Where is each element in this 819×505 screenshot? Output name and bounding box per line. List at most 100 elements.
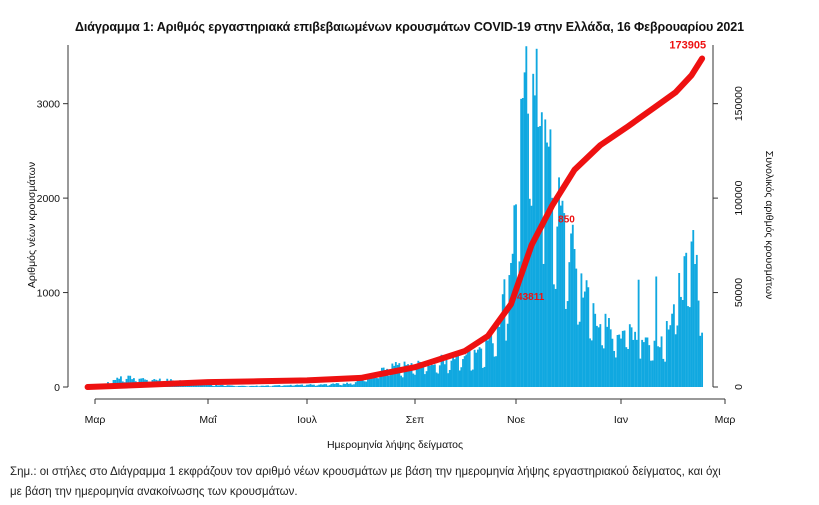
daily-bar — [491, 343, 494, 387]
daily-bar — [618, 334, 621, 387]
daily-bar — [539, 126, 542, 387]
daily-bar — [621, 330, 624, 387]
daily-bar — [503, 279, 506, 387]
daily-bar — [628, 324, 631, 387]
daily-bar — [433, 364, 436, 387]
daily-bar — [241, 385, 244, 387]
daily-bar — [330, 383, 333, 387]
daily-bar — [391, 363, 394, 387]
cumulative-annotation: 173905 — [669, 40, 706, 52]
daily-bar — [276, 385, 279, 387]
daily-bar — [672, 304, 675, 387]
y-tick-label-left: 2000 — [37, 193, 61, 205]
daily-bar — [354, 382, 357, 387]
daily-bar — [393, 365, 396, 387]
x-tick-label: Μαρ — [85, 414, 106, 426]
daily-bar — [316, 385, 319, 387]
daily-bar — [535, 48, 538, 387]
x-tick-label: Νοε — [507, 414, 525, 426]
daily-bar — [228, 385, 231, 387]
daily-bar — [309, 384, 312, 387]
daily-bar — [589, 338, 591, 387]
daily-bar — [296, 384, 299, 387]
daily-bar — [653, 340, 656, 387]
daily-bar — [505, 340, 507, 387]
daily-bar — [291, 385, 294, 387]
daily-bar — [407, 364, 409, 387]
daily-bar — [340, 385, 343, 387]
daily-bar — [552, 284, 555, 387]
daily-bar — [318, 384, 321, 387]
daily-bar — [422, 364, 425, 387]
daily-bar — [224, 386, 227, 387]
daily-bar — [387, 375, 390, 387]
daily-bar — [485, 336, 488, 387]
daily-bar — [483, 366, 486, 387]
daily-bar — [246, 386, 248, 387]
daily-bar — [658, 347, 661, 387]
daily-bar — [641, 339, 644, 387]
daily-bar — [599, 324, 602, 387]
daily-bar — [452, 354, 455, 387]
daily-bar — [262, 385, 265, 387]
x-tick-label: Μαΐ — [199, 414, 217, 426]
daily-bar — [525, 46, 528, 388]
y-axis-label-right: Συνολικός αριθμός κρουσμάτων — [763, 151, 775, 300]
daily-bar — [360, 379, 362, 387]
daily-bar — [547, 146, 550, 387]
daily-bar — [580, 273, 583, 387]
chart-title: Διάγραμμα 1: Αριθμός εργαστηριακά επιβεβ… — [75, 20, 744, 34]
chart-svg: 0 1000 2000 3000 0 50000 100000 150000 Μαρ Μαΐ Ιου… — [26, 40, 775, 451]
daily-bar — [571, 224, 574, 387]
daily-bar — [616, 334, 619, 387]
daily-bar — [475, 352, 478, 387]
daily-bar — [506, 323, 509, 387]
cumulative-annotation: 43811 — [517, 292, 545, 303]
footnote-line-2: με βάση την ημερομηνία ανακοίνωσης των κ… — [10, 486, 298, 498]
daily-bar — [540, 112, 543, 387]
daily-bar — [630, 327, 633, 387]
daily-bar — [587, 287, 590, 387]
daily-bar — [281, 385, 284, 387]
daily-bar — [518, 261, 521, 387]
daily-bar — [306, 384, 308, 387]
daily-bar — [320, 384, 322, 387]
daily-bar — [667, 329, 670, 387]
x-tick-label: Ιουλ — [297, 414, 317, 426]
daily-bar — [694, 264, 696, 387]
daily-bar — [218, 385, 221, 387]
daily-bar — [270, 386, 273, 387]
daily-bar — [375, 377, 378, 387]
daily-bar — [289, 384, 292, 387]
daily-bar — [495, 356, 498, 387]
daily-bar — [332, 383, 335, 387]
daily-bar — [297, 385, 300, 387]
daily-bar — [476, 349, 479, 387]
daily-bar — [575, 268, 578, 387]
daily-bar — [457, 354, 459, 387]
daily-bar — [424, 374, 426, 387]
y-axis-label-left: Αριθμός νέων κρουσμάτων — [26, 162, 38, 288]
daily-bar — [353, 384, 355, 387]
daily-bar — [516, 288, 519, 387]
daily-bar — [226, 385, 229, 387]
daily-bar — [260, 385, 263, 387]
daily-bar — [377, 378, 380, 387]
daily-bar — [460, 367, 463, 387]
daily-bar — [678, 272, 681, 387]
daily-bar — [286, 385, 289, 387]
daily-bar — [465, 354, 468, 387]
daily-bar — [601, 345, 603, 387]
daily-bar — [546, 142, 548, 387]
daily-bar — [564, 308, 567, 387]
daily-bar — [255, 385, 258, 387]
daily-bar — [380, 367, 383, 387]
daily-bar — [695, 254, 698, 387]
y-tick-label-left: 0 — [54, 382, 60, 394]
daily-bar — [210, 384, 213, 387]
daily-bar — [554, 288, 557, 387]
daily-bar — [585, 280, 588, 387]
daily-bar — [655, 276, 658, 387]
daily-bar — [236, 386, 239, 387]
daily-bar — [561, 200, 564, 387]
